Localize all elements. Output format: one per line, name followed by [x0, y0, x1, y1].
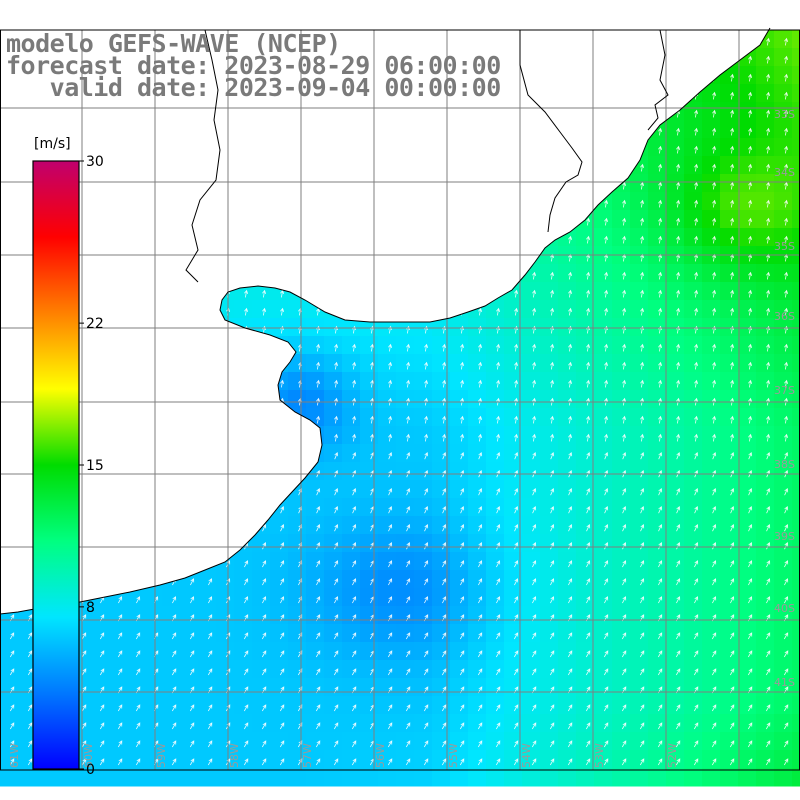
latitude-label: 38S [774, 458, 795, 471]
longitude-label: 57W [301, 743, 314, 768]
longitude-label: 54W [520, 743, 533, 768]
longitude-label: 60W [82, 743, 95, 768]
country-border [185, 29, 669, 283]
colorbar-tick-label: 8 [86, 600, 95, 616]
colorbar-unit: [m/s] [34, 136, 71, 152]
longitude-label: 61W [8, 743, 21, 768]
longitude-label: 55W [447, 743, 460, 768]
latitude-label: 33S [774, 108, 795, 121]
longitude-label: 58W [228, 743, 241, 768]
latitude-label: 39S [774, 530, 795, 543]
title-valid-date: valid date: 2023-09-04 00:00:00 [6, 73, 502, 102]
colorbar-tick-label: 0 [86, 762, 95, 778]
title-forecast-date: forecast date: 2023-08-29 06:00:00 [6, 51, 501, 80]
latitude-label: 34S [774, 166, 795, 179]
title-model: modelo GEFS-WAVE (NCEP) [6, 29, 341, 58]
latitude-label: 40S [774, 602, 795, 615]
latitude-label: 35S [774, 240, 795, 253]
land-mask [0, 0, 800, 614]
coastline [0, 27, 771, 615]
longitude-label: 56W [374, 743, 387, 768]
longitude-labels: 61W 60W 59W 58W 57W 56W 55W 54W 53W 52W [8, 743, 679, 768]
latitude-label: 37S [774, 384, 795, 397]
latitude-label: 41S [774, 676, 795, 689]
colorbar-tick-label: 15 [86, 458, 104, 474]
longitude-label: 59W [155, 743, 168, 768]
colorbar-tick-label: 30 [86, 154, 104, 170]
latitude-labels: 33S 34S 35S 36S 37S 38S 39S 40S 41S [774, 108, 795, 689]
longitude-label: 52W [666, 743, 679, 768]
longitude-label: 53W [593, 743, 606, 768]
colorbar-bar [32, 160, 80, 770]
colorbar-ticks: 30 22 15 8 0 [79, 154, 104, 778]
colorbar: [m/s] 30 22 15 8 0 [32, 136, 104, 778]
colorbar-tick-label: 22 [86, 316, 104, 332]
latitude-label: 36S [774, 310, 795, 323]
